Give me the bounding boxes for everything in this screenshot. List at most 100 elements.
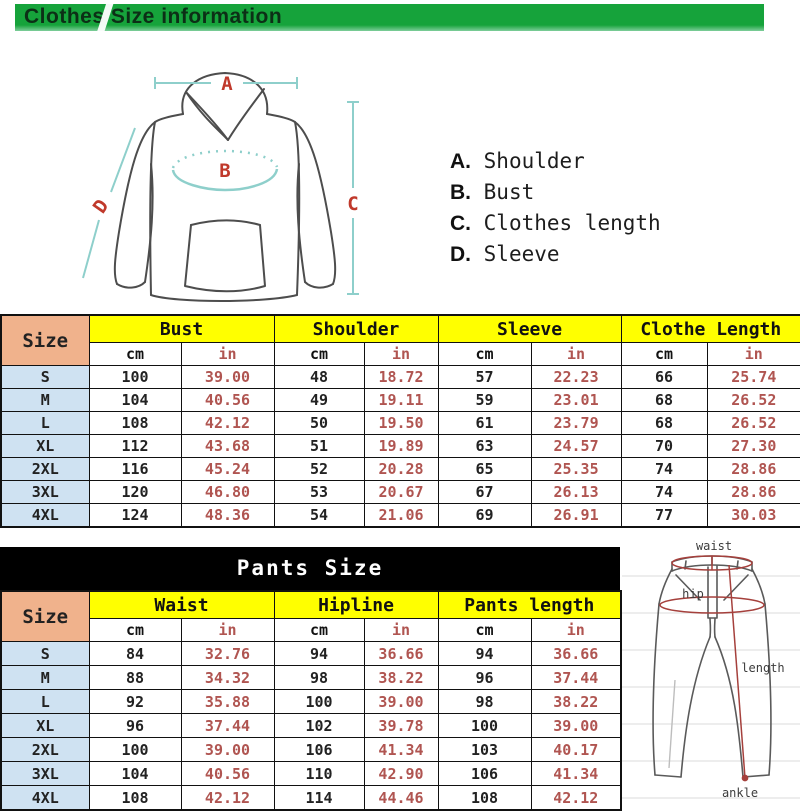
value-cm: 84 (88, 641, 182, 666)
size-cell: XL (0, 434, 90, 458)
value-in: 39.00 (180, 737, 275, 762)
group-header-pants-length: Pants length (437, 590, 622, 619)
value-cm: 66 (620, 365, 708, 389)
value-cm: 92 (88, 689, 182, 714)
value-cm: 100 (88, 737, 182, 762)
legend-label: Sleeve (483, 242, 560, 266)
size-cell: M (0, 665, 90, 690)
table-row-s: S 100 39.00 48 18.72 57 22.23 66 25.74 (0, 365, 800, 389)
value-cm: 98 (273, 665, 365, 690)
legend-label: Clothes length (483, 211, 661, 235)
label-C: C (347, 193, 358, 215)
unit-header-in: in (530, 618, 622, 642)
value-in: 38.22 (363, 665, 439, 690)
value-in: 34.32 (180, 665, 275, 690)
group-header-sleeve: Sleeve (437, 314, 622, 343)
label-length: length (741, 661, 784, 675)
legend-item-shoulder: A. Shoulder (450, 146, 750, 177)
value-cm: 112 (88, 434, 182, 458)
value-in: 42.12 (180, 785, 275, 811)
table-row-2xl: 2XL 100 39.00 106 41.34 103 40.17 (0, 737, 622, 762)
value-cm: 54 (273, 503, 365, 528)
value-in: 19.50 (363, 411, 439, 435)
size-cell: S (0, 641, 90, 666)
unit-header-cm: cm (88, 342, 182, 366)
value-cm: 65 (437, 457, 532, 481)
value-cm: 63 (437, 434, 532, 458)
value-in: 42.12 (530, 785, 622, 811)
table-row-s: S 84 32.76 94 36.66 94 36.66 (0, 641, 622, 666)
group-header-shoulder: Shoulder (273, 314, 439, 343)
table-row-4xl: 4XL 124 48.36 54 21.06 69 26.91 77 30.03 (0, 503, 800, 528)
value-cm: 67 (437, 480, 532, 504)
value-in: 25.74 (706, 365, 800, 389)
value-cm: 124 (88, 503, 182, 528)
table-row-3xl: 3XL 120 46.80 53 20.67 67 26.13 74 28.86 (0, 480, 800, 504)
unit-header-in: in (363, 618, 439, 642)
value-in: 18.72 (363, 365, 439, 389)
value-in: 41.34 (363, 737, 439, 762)
value-in: 42.12 (180, 411, 275, 435)
pants-measurement-diagram: waist hip length ankle (622, 539, 800, 800)
value-cm: 108 (88, 411, 182, 435)
value-in: 26.52 (706, 388, 800, 412)
value-cm: 98 (437, 689, 532, 714)
label-A: A (221, 73, 233, 95)
value-in: 36.66 (363, 641, 439, 666)
size-cell: 3XL (0, 480, 90, 504)
pants-diagram-labels: waist hip length ankle (682, 539, 785, 800)
value-in: 45.24 (180, 457, 275, 481)
value-cm: 104 (88, 388, 182, 412)
value-cm: 100 (437, 713, 532, 738)
value-cm: 52 (273, 457, 365, 481)
label-D: D (89, 195, 114, 217)
value-cm: 106 (273, 737, 365, 762)
pants-measure-lines (659, 555, 765, 782)
value-cm: 57 (437, 365, 532, 389)
value-cm: 51 (273, 434, 365, 458)
value-in: 35.88 (180, 689, 275, 714)
unit-header-cm: cm (437, 342, 532, 366)
table-row-2xl: 2XL 116 45.24 52 20.28 65 25.35 74 28.86 (0, 457, 800, 481)
value-cm: 77 (620, 503, 708, 528)
size-cell: M (0, 388, 90, 412)
value-cm: 49 (273, 388, 365, 412)
value-in: 27.30 (706, 434, 800, 458)
value-cm: 106 (437, 761, 532, 786)
pants-size-table: Size Waist Hipline Pants length cm in cm in cm in… (0, 590, 623, 811)
legend-label: Shoulder (483, 149, 585, 173)
value-in: 28.86 (706, 457, 800, 481)
table-row-3xl: 3XL 104 40.56 110 42.90 106 41.34 (0, 761, 622, 786)
label-hip: hip (682, 587, 704, 601)
value-cm: 100 (88, 365, 182, 389)
size-cell: 3XL (0, 761, 90, 786)
value-cm: 68 (620, 388, 708, 412)
legend-item-clothes-length: C. Clothes length (450, 208, 750, 239)
group-header-hipline: Hipline (273, 590, 439, 619)
group-header-waist: Waist (88, 590, 275, 619)
value-in: 20.28 (363, 457, 439, 481)
table-row-m: M 104 40.56 49 19.11 59 23.01 68 26.52 (0, 388, 800, 412)
value-in: 24.57 (530, 434, 622, 458)
hoodie-diagram-svg: A B C D (82, 72, 359, 302)
bust-measure-ellipse (171, 149, 279, 192)
value-in: 41.34 (530, 761, 622, 786)
value-in: 19.89 (363, 434, 439, 458)
value-cm: 116 (88, 457, 182, 481)
pants-diagram-svg: waist hip length ankle (652, 539, 785, 800)
label-B: B (219, 160, 230, 182)
unit-header-in: in (180, 618, 275, 642)
page-title-bar: Clothes Size information (15, 0, 764, 41)
value-in: 40.56 (180, 761, 275, 786)
label-ankle: ankle (722, 786, 758, 800)
unit-header-cm: cm (620, 342, 708, 366)
unit-header-cm: cm (88, 618, 182, 642)
size-cell: 2XL (0, 457, 90, 481)
value-in: 39.78 (363, 713, 439, 738)
value-in: 46.80 (180, 480, 275, 504)
value-cm: 50 (273, 411, 365, 435)
table-row-xl: XL 112 43.68 51 19.89 63 24.57 70 27.30 (0, 434, 800, 458)
value-cm: 108 (437, 785, 532, 811)
pants-crease-line (668, 679, 676, 769)
value-cm: 102 (273, 713, 365, 738)
